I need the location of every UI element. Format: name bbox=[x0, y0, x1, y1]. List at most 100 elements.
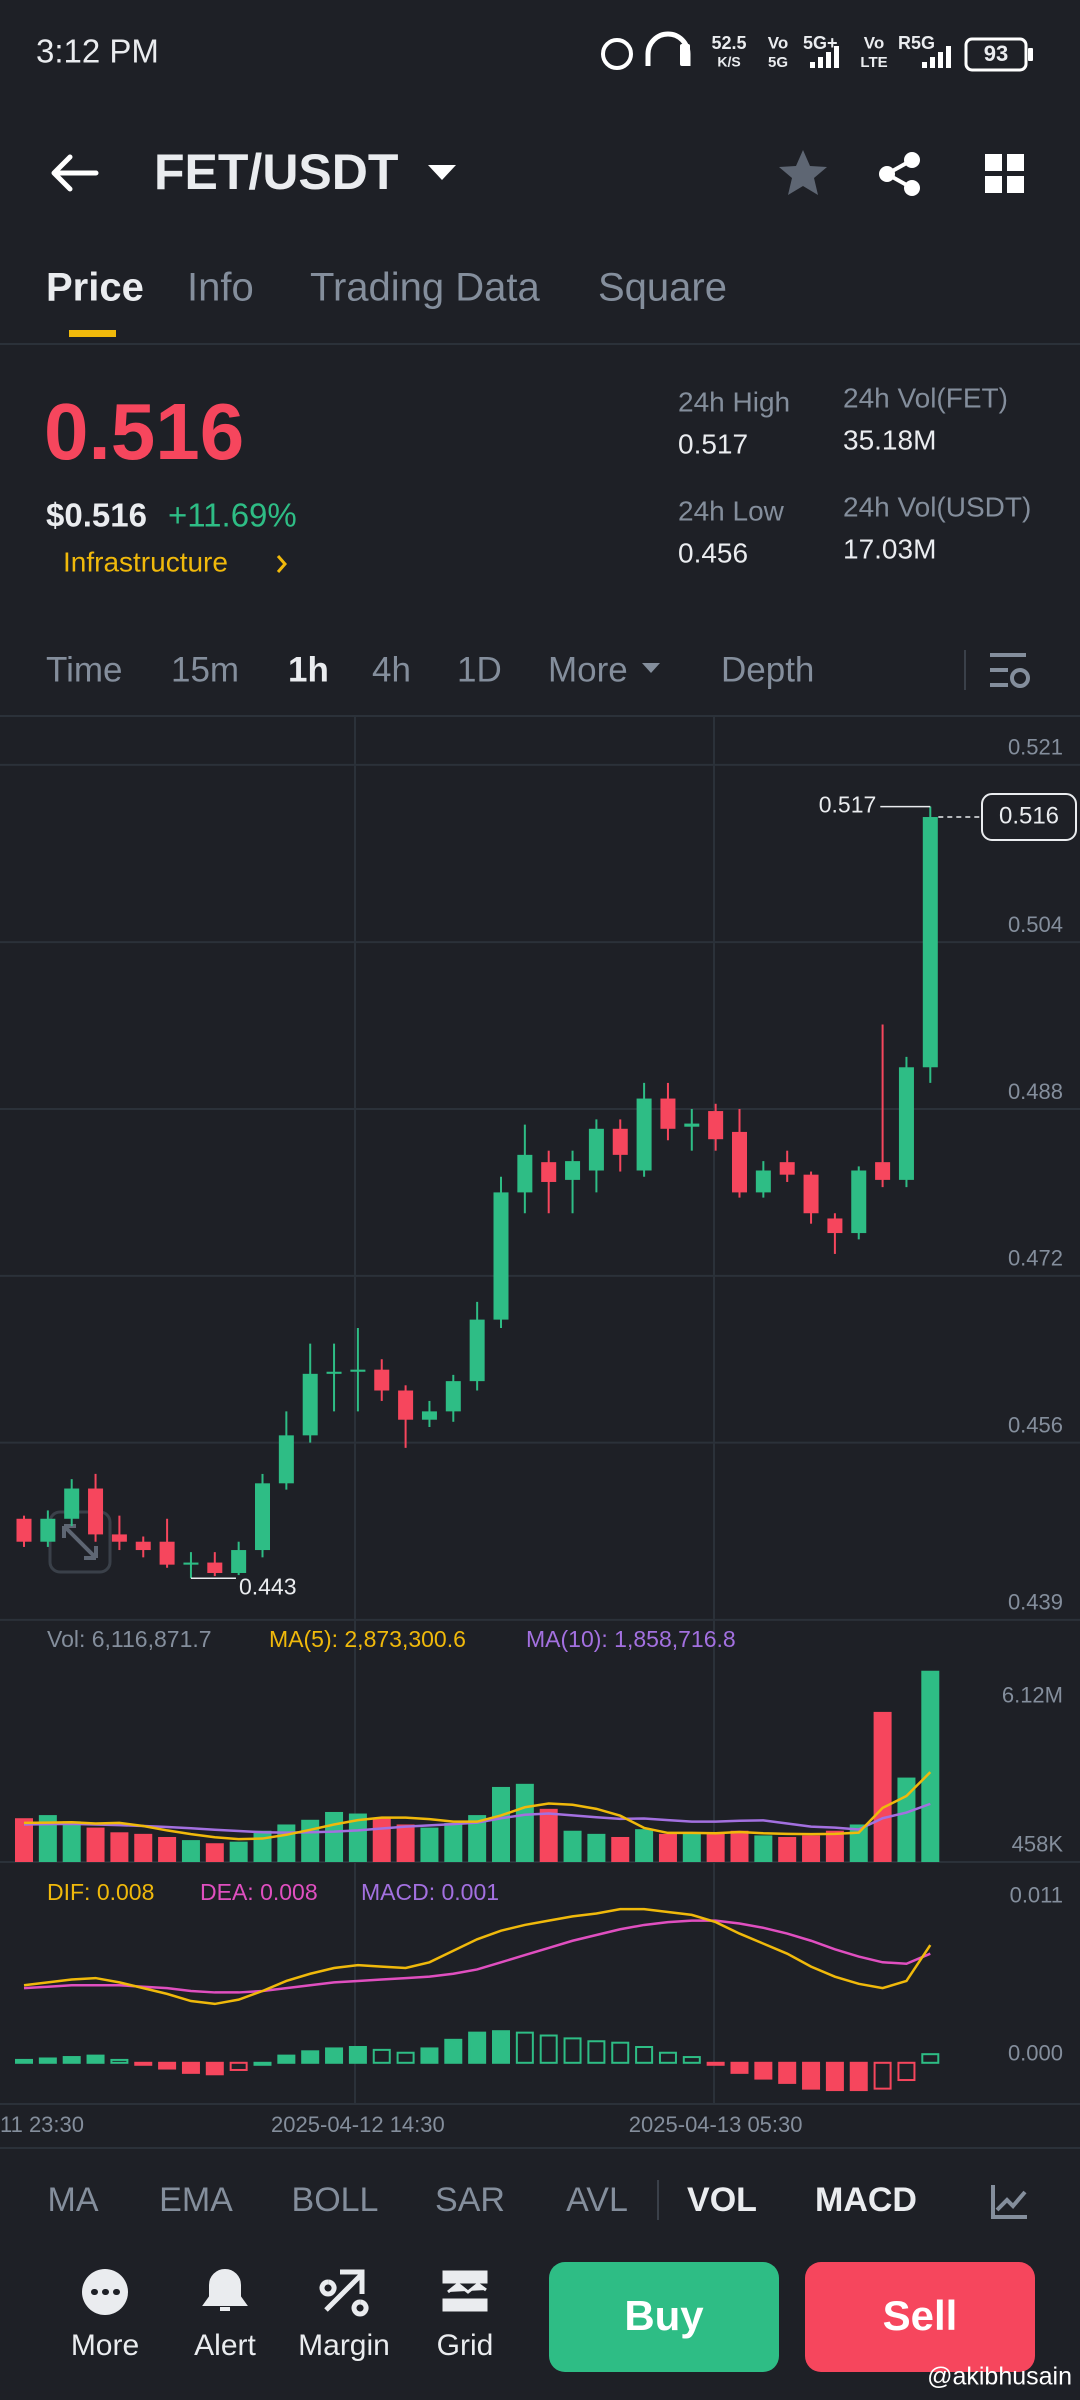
tab[interactable]: Trading Data bbox=[310, 266, 541, 310]
tab[interactable]: Price bbox=[46, 266, 144, 310]
chart-settings-gear bbox=[1010, 668, 1030, 688]
tool-label[interactable]: Grid bbox=[437, 2329, 494, 2362]
tab[interactable]: Info bbox=[187, 266, 254, 310]
buy-label: Buy bbox=[624, 2292, 704, 2339]
macd-bar bbox=[301, 2050, 320, 2064]
status-time: 3:12 PM bbox=[36, 33, 159, 70]
candle-body bbox=[732, 1131, 747, 1193]
y-tick-label: 0.472 bbox=[1008, 1246, 1063, 1271]
macd-bar bbox=[825, 2061, 844, 2092]
interval[interactable]: More bbox=[548, 650, 628, 689]
tool-label[interactable]: More bbox=[71, 2329, 139, 2362]
candle-body bbox=[803, 1174, 819, 1214]
share-button[interactable] bbox=[879, 152, 920, 196]
volume-bar bbox=[372, 1818, 391, 1862]
indicator-tab[interactable]: MACD bbox=[815, 2181, 917, 2219]
tool-label[interactable]: Margin bbox=[298, 2329, 390, 2362]
interval[interactable]: 1h bbox=[288, 650, 329, 689]
indicator-tab[interactable]: VOL bbox=[687, 2181, 757, 2219]
alarm-icon bbox=[601, 38, 633, 70]
candle-body bbox=[40, 1518, 56, 1542]
candle-body bbox=[255, 1483, 270, 1551]
volume-bar bbox=[301, 1819, 320, 1862]
x-tick-label: 2025-04-13 05:30 bbox=[629, 2112, 803, 2137]
macd-legend: DEA: 0.008 bbox=[200, 1879, 318, 1905]
watermark: @akibhusain bbox=[927, 2363, 1072, 2391]
interval[interactable]: Depth bbox=[721, 650, 814, 689]
volume-bar bbox=[682, 1833, 701, 1862]
volume-bar bbox=[611, 1836, 630, 1862]
volume-bar bbox=[825, 1830, 844, 1862]
candle-body bbox=[302, 1373, 318, 1436]
volume-bar bbox=[563, 1830, 582, 1862]
indicator-tab[interactable]: EMA bbox=[159, 2181, 233, 2219]
volume-bar bbox=[110, 1832, 129, 1862]
y-tick-label: 0.521 bbox=[1008, 735, 1063, 760]
macd-legend: MACD: 0.001 bbox=[361, 1879, 499, 1905]
buy-button[interactable] bbox=[549, 2262, 779, 2372]
macd-dif-line bbox=[23, 1907, 932, 2006]
sim2-type: LTE bbox=[860, 54, 887, 71]
sector-tag[interactable]: Infrastructure bbox=[63, 546, 228, 577]
back-button[interactable] bbox=[51, 154, 99, 192]
volume-bar bbox=[277, 1824, 296, 1862]
candle-body bbox=[64, 1488, 80, 1519]
volume-bar bbox=[205, 1843, 224, 1862]
volume-bar bbox=[86, 1827, 105, 1862]
interval[interactable]: Time bbox=[46, 650, 122, 689]
macd-bar bbox=[778, 2061, 797, 2084]
volume-bar bbox=[134, 1833, 153, 1862]
sector-arrow bbox=[276, 555, 287, 573]
volume-bar bbox=[802, 1835, 821, 1862]
interval[interactable]: 4h bbox=[372, 650, 411, 689]
candle-body bbox=[636, 1098, 652, 1171]
price-change: +11.69% bbox=[168, 497, 297, 534]
macd-bar bbox=[730, 2061, 749, 2074]
pair-dropdown[interactable] bbox=[428, 165, 456, 180]
sell-button[interactable] bbox=[805, 2262, 1035, 2372]
macd-tick-label: 0.000 bbox=[1008, 2041, 1063, 2066]
y-tick-label: 0.439 bbox=[1008, 1590, 1063, 1615]
macd-bar bbox=[15, 2058, 33, 2064]
volume-bar bbox=[158, 1836, 177, 1862]
candle-body bbox=[278, 1435, 294, 1484]
indicator-tab[interactable]: SAR bbox=[435, 2181, 505, 2219]
fullscreen-button[interactable] bbox=[48, 1510, 112, 1574]
candle-body bbox=[421, 1411, 437, 1420]
favorite-star[interactable] bbox=[779, 150, 827, 195]
candle-body bbox=[875, 1162, 891, 1180]
sim1-volte: Vo bbox=[768, 33, 788, 52]
x-tick-label: 2025-04-12 14:30 bbox=[271, 2112, 445, 2137]
candle-body bbox=[135, 1541, 151, 1551]
indicator-tab[interactable]: MA bbox=[48, 2181, 99, 2219]
volume-bar bbox=[873, 1711, 892, 1862]
macd-bar bbox=[802, 2061, 821, 2090]
layout-button[interactable] bbox=[985, 154, 1024, 193]
macd-bar bbox=[706, 2061, 725, 2066]
macd-bar bbox=[205, 2061, 224, 2076]
pair-title[interactable]: FET/USDT bbox=[154, 144, 398, 200]
indicator-tab[interactable]: AVL bbox=[566, 2181, 628, 2219]
candle-body bbox=[541, 1162, 557, 1182]
volume-bar bbox=[635, 1829, 654, 1862]
last-price-box bbox=[981, 793, 1077, 842]
volume-bar bbox=[348, 1813, 367, 1862]
volume-bar bbox=[62, 1821, 81, 1862]
volume-bar bbox=[539, 1808, 558, 1862]
signal-1 bbox=[810, 46, 839, 68]
volume-bar bbox=[229, 1841, 248, 1862]
x-tick-label: 11 23:30 bbox=[0, 2112, 84, 2137]
interval[interactable]: 15m bbox=[171, 650, 239, 689]
candle-body bbox=[922, 817, 938, 1068]
macd-bar bbox=[396, 2051, 415, 2064]
candle-body bbox=[565, 1161, 581, 1180]
interval[interactable]: 1D bbox=[457, 650, 502, 689]
candle-body bbox=[111, 1534, 127, 1542]
macd-bar bbox=[563, 2037, 582, 2064]
indicator-settings[interactable] bbox=[991, 2185, 1027, 2219]
chart-settings[interactable] bbox=[990, 653, 1026, 687]
candle-body bbox=[684, 1123, 700, 1127]
tool-label[interactable]: Alert bbox=[194, 2329, 256, 2362]
indicator-tab[interactable]: BOLL bbox=[292, 2181, 379, 2219]
tab[interactable]: Square bbox=[598, 266, 727, 310]
